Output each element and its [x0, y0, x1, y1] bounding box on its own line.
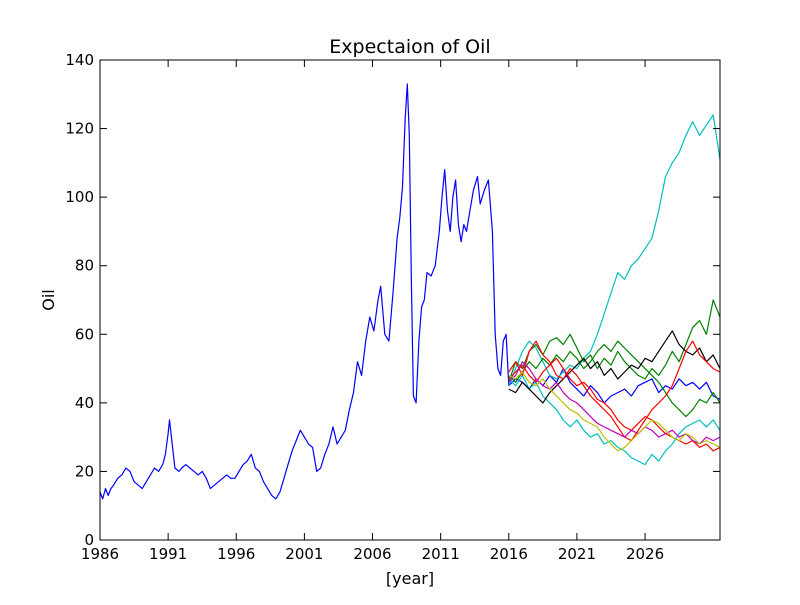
- x-tick-label: 2001: [285, 545, 323, 563]
- series-line-7: [508, 340, 720, 442]
- x-axis-label: [year]: [386, 569, 434, 588]
- series-line-4: [508, 299, 720, 383]
- series-line-5: [508, 340, 720, 418]
- x-axis: 1986 1991 1996 2001 2006 2011 2016 2021 2026: [81, 60, 664, 563]
- y-tick-label: 100: [65, 188, 94, 206]
- y-tick-label: 0: [84, 531, 94, 549]
- y-tick-label: 40: [75, 394, 94, 412]
- y-tick-label: 60: [75, 325, 94, 343]
- x-tick-label: 2016: [490, 545, 528, 563]
- x-tick-label: 2006: [353, 545, 391, 563]
- x-tick-label: 1986: [81, 545, 119, 563]
- x-tick-label: 2011: [422, 545, 460, 563]
- x-tick-label: 2021: [558, 545, 596, 563]
- series-line-6: [508, 330, 720, 404]
- y-axis-label: Oil: [39, 289, 58, 310]
- series-line-1: [100, 83, 720, 500]
- y-tick-label: 120: [65, 120, 94, 138]
- y-axis: 0 20 40 60 80 100 120 140: [65, 51, 720, 549]
- series-line-8: [508, 357, 720, 452]
- y-tick-label: 80: [75, 257, 94, 275]
- series-line-10: [508, 371, 720, 452]
- y-tick-label: 20: [75, 462, 94, 480]
- series-line-2: [508, 114, 720, 386]
- plot-area-frame: [99, 59, 721, 541]
- chart-title: Expectaion of Oil: [329, 36, 490, 58]
- x-tick-label: 1996: [217, 545, 255, 563]
- series-line-3: [508, 374, 720, 466]
- x-tick-label: 1991: [149, 545, 187, 563]
- series-layer: [100, 83, 720, 500]
- y-tick-label: 140: [65, 51, 94, 69]
- x-tick-label: 2026: [626, 545, 664, 563]
